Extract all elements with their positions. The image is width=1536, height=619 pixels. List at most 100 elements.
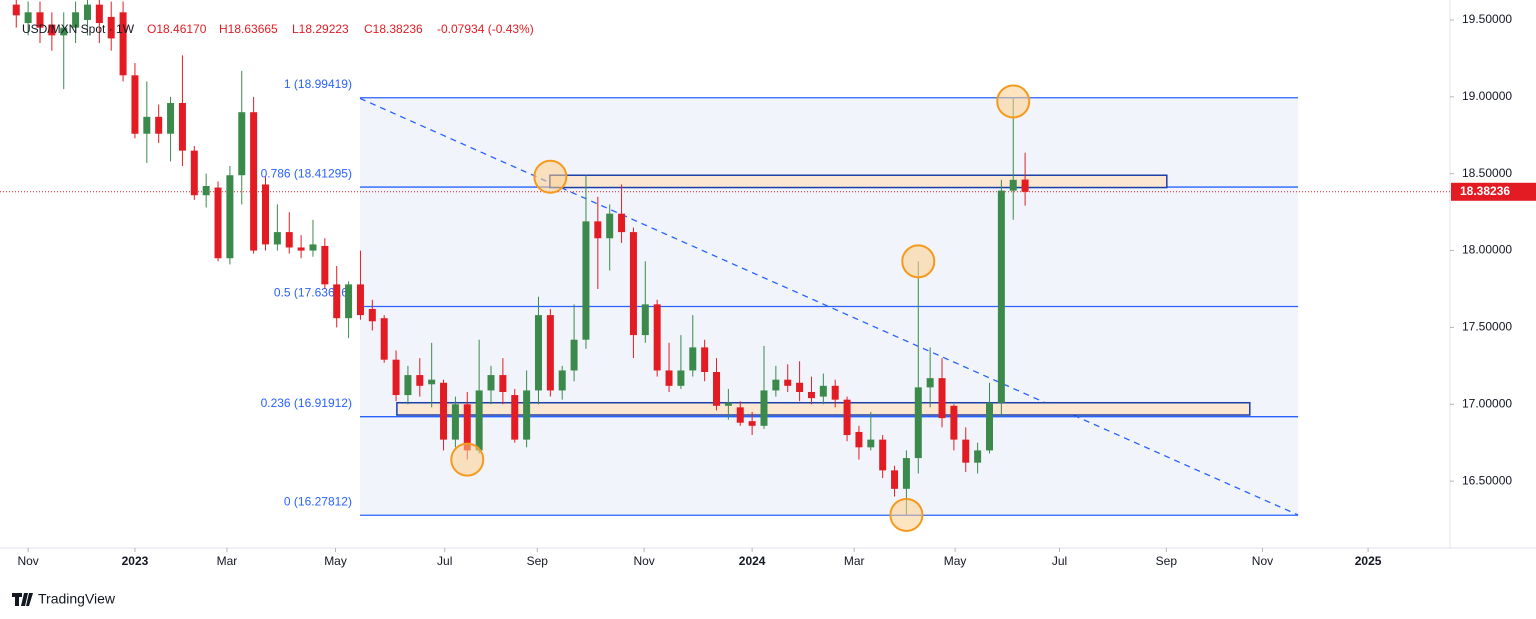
- highlight-circle: [533, 159, 568, 194]
- candle-body: [867, 439, 875, 448]
- x-tick-label: 2023: [122, 554, 149, 568]
- candle-body: [428, 379, 436, 385]
- candle-body: [380, 318, 388, 360]
- brand-name: TradingView: [38, 591, 116, 607]
- highlight-circle: [889, 497, 924, 532]
- candle-body: [902, 458, 910, 489]
- x-tick-label: Nov: [1252, 554, 1273, 568]
- candle-body: [582, 221, 590, 340]
- x-tick-label: Mar: [217, 554, 238, 568]
- candle-body: [546, 315, 554, 391]
- candle-body: [962, 439, 970, 463]
- candle-body: [855, 431, 863, 448]
- highlight-circle: [901, 244, 936, 279]
- x-tick-label: 2025: [1355, 554, 1382, 568]
- candle-body: [119, 12, 127, 76]
- candle-body: [796, 382, 804, 392]
- candle-body: [843, 399, 851, 436]
- candle-body: [273, 232, 281, 245]
- candle-body: [214, 187, 222, 259]
- candle-body: [879, 439, 887, 471]
- candle-body: [416, 375, 424, 386]
- candle-body: [831, 385, 839, 400]
- candle-body: [451, 404, 459, 440]
- candle-body: [190, 150, 198, 196]
- plot: 1 (18.99419) 0.786 (18.41295) 0.5 (17.6361…: [0, 0, 1450, 532]
- candle-body: [1009, 179, 1017, 191]
- candle-body: [131, 75, 139, 134]
- candle-body: [819, 385, 827, 397]
- candle-body: [404, 375, 412, 396]
- candle-body: [345, 284, 353, 319]
- candle-body: [1021, 179, 1029, 192]
- candle-body: [309, 244, 317, 251]
- candle-body: [534, 315, 542, 391]
- candle-body: [760, 390, 768, 426]
- candle-body: [784, 379, 792, 386]
- fib-label: 0.236 (16.91912): [261, 396, 352, 410]
- candle-body: [178, 102, 186, 151]
- fib-label: 0 (16.27812): [284, 494, 352, 508]
- candle-body: [641, 304, 649, 336]
- candle-body: [807, 391, 815, 399]
- candle-body: [226, 175, 234, 259]
- candle-body: [95, 4, 103, 24]
- brand-logo: [12, 593, 33, 606]
- fib-label: 0.786 (18.41295): [261, 166, 352, 180]
- candle-body: [926, 378, 934, 388]
- candle-body: [36, 12, 44, 28]
- candle-body: [736, 407, 744, 423]
- candle-body: [60, 27, 68, 36]
- candle-body: [618, 213, 626, 233]
- candle-body: [558, 370, 566, 391]
- candle-body: [665, 370, 673, 386]
- candle-body: [392, 359, 400, 396]
- x-tick-label: Jul: [437, 554, 452, 568]
- candle-body: [772, 379, 780, 391]
- last-price-label: 18.38236: [1460, 184, 1510, 198]
- candle-body: [914, 387, 922, 459]
- candle-body: [24, 12, 32, 24]
- legend-change: -0.07934 (-0.43%): [437, 22, 534, 36]
- candle-body: [724, 402, 732, 406]
- candle-body: [701, 347, 709, 372]
- legend-symbol: USD/MXN Spot · 1W: [22, 22, 135, 36]
- y-tick-label: 17.00000: [1462, 396, 1512, 410]
- candle-body: [594, 221, 602, 239]
- candle-body: [985, 402, 993, 451]
- candle-body: [748, 421, 756, 426]
- legend-open: O18.46170: [147, 22, 207, 36]
- legend-low: L18.29223: [292, 22, 349, 36]
- brand: TradingView: [12, 591, 116, 607]
- candle-body: [72, 12, 80, 28]
- candle-body: [143, 116, 151, 134]
- candle-body: [974, 450, 982, 463]
- candle-body: [440, 382, 448, 440]
- candle-body: [475, 390, 483, 451]
- candle-body: [689, 347, 697, 371]
- candle-body: [167, 102, 175, 134]
- y-tick-label: 19.00000: [1462, 89, 1512, 103]
- highlight-circle: [450, 442, 485, 477]
- candle-body: [950, 405, 958, 440]
- y-tick-label: 19.50000: [1462, 12, 1512, 26]
- candle-body: [321, 245, 329, 285]
- x-tick-label: May: [944, 554, 967, 568]
- candle-body: [250, 112, 258, 251]
- candle-body: [570, 339, 578, 371]
- candle-body: [333, 284, 341, 319]
- last-price-box: [1451, 182, 1536, 201]
- candle-body: [238, 112, 246, 176]
- x-tick-label: Nov: [17, 554, 38, 568]
- candle-body: [499, 375, 507, 392]
- x-tick-label: Mar: [844, 554, 865, 568]
- candle-body: [653, 304, 661, 371]
- candle-body: [155, 116, 163, 134]
- y-tick-label: 17.50000: [1462, 320, 1512, 334]
- candle-body: [48, 24, 56, 36]
- candle-body: [297, 247, 305, 251]
- candle-body: [463, 404, 471, 451]
- candle-body: [83, 4, 91, 20]
- candle-body: [713, 371, 721, 406]
